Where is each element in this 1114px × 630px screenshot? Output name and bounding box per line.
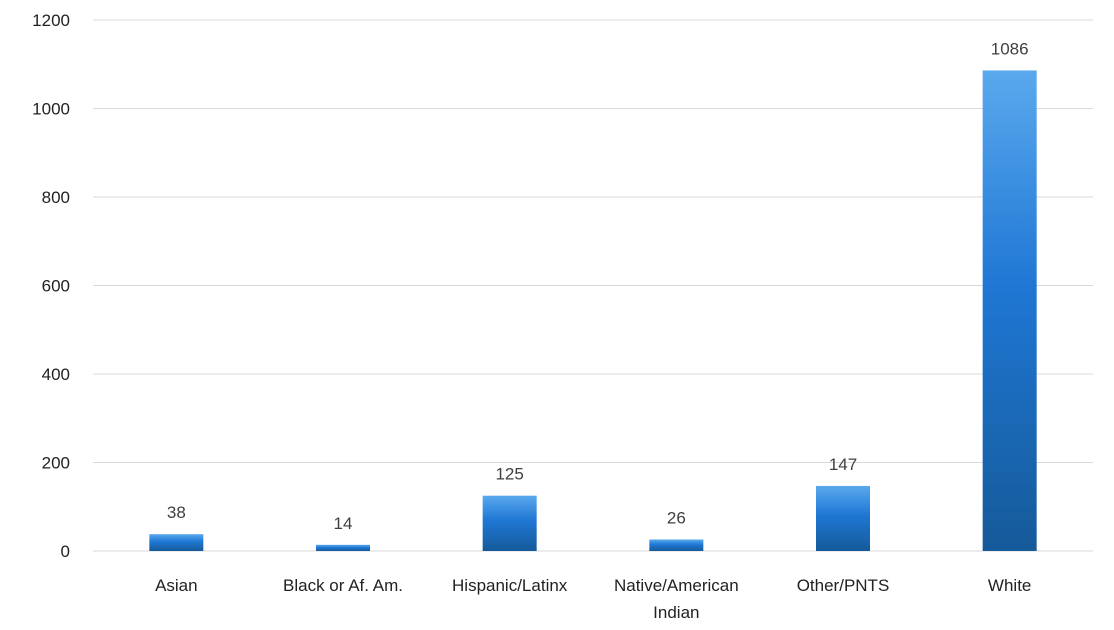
x-tick-label-line: Asian (155, 576, 198, 595)
data-label: 1086 (991, 39, 1029, 58)
x-tick-label-line: Hispanic/Latinx (452, 576, 568, 595)
x-tick-label-line: Other/PNTS (797, 576, 890, 595)
y-tick-label: 800 (42, 188, 70, 207)
x-axis-tick-labels: Asian Black or Af. Am. Hispanic/Latinx Nati… (155, 576, 1031, 622)
bar-hispanic-latinx (482, 495, 537, 551)
data-label: 38 (167, 503, 186, 522)
x-tick-label: Hispanic/Latinx (452, 576, 568, 595)
bars (149, 70, 1037, 551)
y-tick-label: 400 (42, 365, 70, 384)
y-axis-tick-labels: 0 200 400 600 800 1000 1200 (32, 11, 70, 561)
x-tick-label-line: Indian (653, 603, 699, 622)
x-tick-label-line: Black or Af. Am. (283, 576, 403, 595)
bar-other-pnts (816, 485, 870, 551)
y-tick-label: 600 (42, 277, 70, 296)
data-label: 14 (334, 514, 353, 533)
y-tick-label: 0 (61, 542, 70, 561)
bar-native-american-indian (649, 539, 704, 551)
gridlines (93, 19, 1093, 552)
y-tick-label: 200 (42, 454, 70, 473)
x-tick-label: Black or Af. Am. (283, 576, 403, 595)
x-tick-label: Other/PNTS (797, 576, 890, 595)
x-tick-label-line: White (988, 576, 1031, 595)
x-tick-label: Asian (155, 576, 198, 595)
bar-asian (149, 534, 204, 551)
bar-black-or-af-am (316, 544, 370, 551)
x-tick-label: Native/American Indian (614, 576, 739, 622)
data-label: 125 (495, 465, 523, 484)
data-labels: 38 14 125 26 147 1086 (167, 39, 1029, 532)
data-label: 26 (667, 508, 686, 527)
y-tick-label: 1000 (32, 100, 70, 119)
x-tick-label: White (988, 576, 1031, 595)
data-label: 147 (829, 455, 857, 474)
x-tick-label-line: Native/American (614, 576, 739, 595)
bar-white (982, 70, 1037, 551)
y-tick-label: 1200 (32, 11, 70, 30)
